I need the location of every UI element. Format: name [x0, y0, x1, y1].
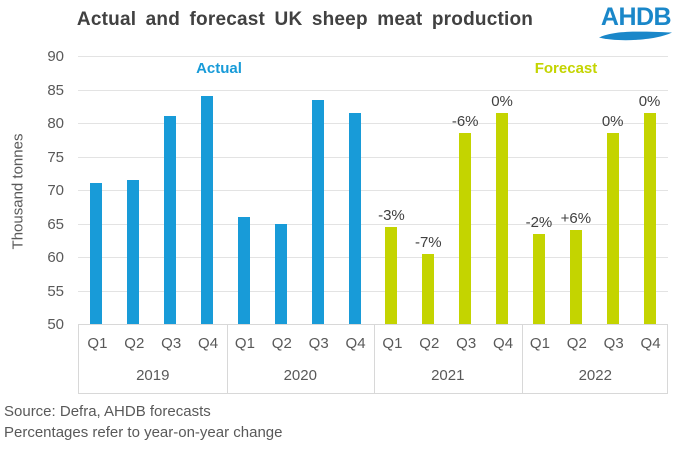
year-label-2021: 2021 — [431, 367, 465, 384]
year-separator — [226, 325, 228, 393]
bar-label-2021-Q3: -6% — [451, 113, 479, 131]
gridline-70 — [78, 190, 668, 191]
bar-2021-Q1 — [385, 226, 398, 324]
bar-2021-Q2 — [422, 253, 435, 324]
quarter-label-2019-Q2: Q2 — [124, 335, 145, 352]
y-axis-tick-labels: 90 85 80 75 70 65 60 55 50 — [30, 48, 64, 333]
year-label-2022: 2022 — [578, 367, 612, 384]
bar-2022-Q1 — [532, 233, 545, 324]
year-label-2020: 2020 — [283, 367, 317, 384]
gridline-90 — [78, 56, 668, 57]
bar-2021-Q3 — [459, 133, 472, 324]
bar-2022-Q2 — [569, 230, 582, 324]
legend-forecast: Forecast — [534, 60, 598, 77]
bar-label-2022-Q1: -2% — [525, 213, 553, 231]
quarter-label-2022-Q4: Q4 — [640, 335, 661, 352]
bar-2021-Q4 — [496, 112, 509, 324]
bar-label-2021-Q1: -3% — [378, 206, 405, 224]
y-tick-label-65: 65 — [47, 215, 64, 233]
bar-2022-Q4 — [643, 112, 656, 324]
quarter-label-2019-Q3: Q3 — [161, 335, 182, 352]
bar-2020-Q3 — [311, 99, 324, 324]
quarter-label-2020-Q4: Q4 — [345, 335, 366, 352]
quarter-label-2022-Q2: Q2 — [566, 335, 587, 352]
percentage-note: Percentages refer to year-on-year change — [4, 424, 283, 441]
gridline-85 — [78, 89, 668, 91]
quarter-label-2019-Q1: Q1 — [87, 335, 108, 352]
quarter-label-2022-Q3: Q3 — [603, 335, 624, 352]
bar-2019-Q4 — [201, 96, 214, 324]
source-note: Source: Defra, AHDB forecasts — [4, 403, 211, 420]
bar-2022-Q3 — [606, 133, 619, 324]
bar-label-2022-Q3: 0% — [601, 113, 624, 131]
bar-2019-Q1 — [90, 183, 103, 324]
legend-actual: Actual — [196, 60, 242, 77]
bar-label-2022-Q2: +6% — [560, 210, 592, 228]
quarter-label-2019-Q4: Q4 — [198, 335, 219, 352]
y-tick-label-70: 70 — [47, 182, 64, 199]
quarter-label-2021-Q4: Q4 — [493, 335, 514, 352]
bar-label-2021-Q4: 0% — [491, 92, 513, 110]
y-tick-label-55: 55 — [47, 282, 64, 300]
bar-2019-Q2 — [127, 179, 140, 324]
y-tick-label-50: 50 — [47, 316, 64, 333]
quarter-label-2020-Q2: Q2 — [271, 335, 292, 352]
quarter-label-2020-Q3: Q3 — [308, 335, 329, 352]
footer-notes: Source: Defra, AHDB forecasts Percentage… — [4, 401, 283, 443]
y-tick-label-85: 85 — [47, 81, 64, 99]
bar-label-2022-Q4: 0% — [638, 92, 661, 110]
ahdb-logo: AHDB — [598, 5, 674, 42]
y-tick-label-75: 75 — [47, 148, 64, 166]
gridline-80 — [78, 123, 668, 124]
quarter-label-2022-Q1: Q1 — [529, 335, 550, 352]
year-separator — [374, 325, 375, 393]
gridline-60 — [78, 257, 668, 258]
y-tick-label-60: 60 — [47, 249, 64, 266]
quarter-label-2021-Q2: Q2 — [419, 335, 440, 352]
chart-title: Actual and forecast UK sheep meat produc… — [76, 9, 534, 30]
x-axis: 2019 Q1 Q2 Q3 Q4 2020 Q1 Q2 Q3 Q4 2021 Q1 Q2 Q3 Q4 2022… — [78, 324, 668, 394]
gridline-55 — [78, 290, 668, 292]
quarter-label-2020-Q1: Q1 — [234, 335, 255, 352]
year-separator — [521, 325, 523, 393]
bar-2020-Q2 — [274, 223, 287, 324]
quarter-label-2021-Q1: Q1 — [382, 335, 403, 352]
bar-label-2021-Q2: -7% — [414, 233, 442, 251]
ahdb-logo-text: AHDB — [600, 3, 672, 31]
gridline-65 — [78, 223, 668, 225]
bar-2020-Q4 — [348, 112, 361, 324]
y-axis-title: Thousand tonnes — [9, 133, 27, 250]
bar-2020-Q1 — [237, 216, 250, 324]
y-tick-label-80: 80 — [47, 115, 64, 132]
bar-2019-Q3 — [164, 116, 177, 324]
plot-area: -3% -7% -6% 0% -2% +6% 0% 0% — [78, 56, 668, 325]
year-label-2019: 2019 — [136, 367, 170, 384]
ahdb-wave-icon — [599, 31, 672, 41]
quarter-label-2021-Q3: Q3 — [456, 335, 477, 352]
gridline-75 — [78, 156, 668, 158]
y-tick-label-90: 90 — [47, 48, 64, 65]
